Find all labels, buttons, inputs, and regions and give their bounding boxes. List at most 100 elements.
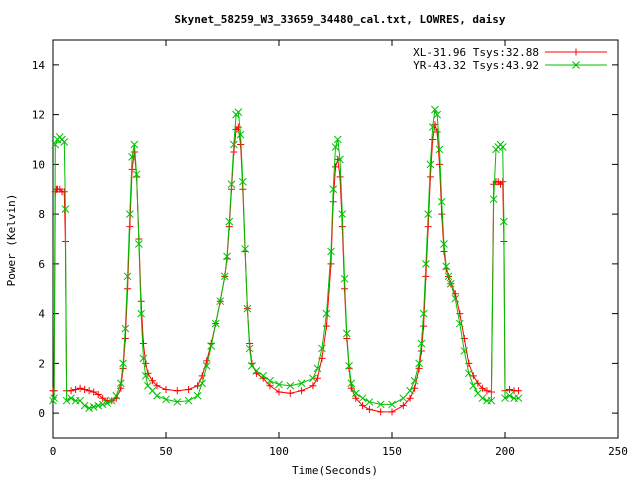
data-point (297, 379, 306, 388)
data-point (137, 309, 145, 318)
data-point (489, 195, 498, 204)
data-point (358, 394, 367, 403)
legend-label: YR-43.32 Tsys:43.92 (413, 59, 539, 72)
data-point (420, 322, 428, 330)
data-point (410, 376, 419, 385)
data-point (498, 143, 507, 151)
data-point (266, 382, 274, 390)
data-point (456, 310, 464, 318)
y-tick-label: 6 (38, 258, 45, 271)
data-point (103, 399, 112, 408)
data-point (67, 394, 75, 403)
data-point (234, 108, 243, 116)
data-point (483, 387, 491, 395)
data-point (220, 272, 229, 281)
data-point (388, 408, 396, 416)
data-point (340, 274, 349, 283)
data-point (345, 362, 353, 370)
data-point (327, 260, 335, 268)
data-point (198, 379, 207, 388)
series-1 (49, 121, 523, 416)
data-point (162, 395, 170, 404)
data-point (424, 210, 433, 218)
data-point (94, 390, 102, 398)
data-point (428, 123, 437, 131)
data-point (336, 173, 344, 181)
data-point (162, 385, 170, 393)
data-point (173, 387, 181, 395)
x-tick-label: 100 (269, 445, 289, 458)
data-point (451, 294, 460, 303)
data-point (417, 347, 425, 355)
data-point (117, 384, 125, 392)
data-point (365, 405, 373, 413)
data-point (185, 385, 193, 393)
data-point (286, 381, 295, 390)
series-layer (49, 105, 523, 416)
data-point (500, 217, 508, 226)
x-tick-label: 250 (608, 445, 628, 458)
data-point (352, 394, 360, 402)
data-point (85, 404, 94, 413)
data-point (429, 136, 437, 143)
data-point (132, 170, 141, 179)
x-tick-label: 50 (159, 445, 172, 458)
data-point (252, 366, 261, 375)
data-point (173, 398, 182, 406)
data-point (365, 398, 374, 406)
data-point (399, 394, 408, 403)
data-point (50, 394, 58, 403)
data-point (67, 387, 75, 395)
data-point (139, 354, 148, 363)
data-point (313, 374, 321, 382)
data-point (435, 145, 444, 154)
data-point (148, 377, 156, 385)
data-point (266, 376, 274, 385)
data-point (433, 110, 442, 119)
data-point (309, 374, 317, 383)
legend-marker (572, 61, 580, 69)
data-point (135, 240, 143, 248)
data-point (80, 401, 89, 410)
data-point (51, 140, 60, 149)
data-point (359, 402, 367, 410)
data-point (478, 394, 487, 403)
data-point (440, 247, 448, 255)
data-point (119, 359, 127, 368)
data-point (243, 304, 252, 313)
data-point (203, 357, 211, 365)
data-point (506, 385, 514, 393)
data-point (193, 391, 202, 400)
data-point (464, 369, 473, 378)
data-point (236, 130, 245, 139)
data-point (121, 324, 130, 333)
data-point (332, 163, 339, 171)
data-point (94, 401, 103, 410)
data-point (286, 389, 294, 397)
data-point (446, 279, 455, 288)
y-axis: 0 2 4 6 8 10 12 14 (32, 59, 618, 420)
data-point (123, 272, 132, 281)
data-point (81, 385, 89, 393)
y-tick-label: 14 (32, 59, 46, 72)
data-point (89, 403, 98, 411)
data-point (322, 322, 330, 330)
data-point (60, 138, 69, 146)
data-point (442, 262, 451, 271)
series-2 (49, 105, 523, 413)
data-point (336, 155, 344, 164)
data-point (259, 371, 268, 380)
data-point (331, 143, 340, 151)
data-point (227, 180, 236, 189)
data-point (125, 210, 134, 218)
data-point (298, 387, 306, 395)
data-point (460, 347, 469, 355)
legend-marker (572, 48, 580, 56)
legend-label: XL-31.96 Tsys:32.88 (413, 46, 539, 59)
data-point (245, 344, 254, 353)
data-point (229, 140, 238, 149)
data-point (515, 387, 523, 395)
data-point (90, 388, 98, 396)
data-point (514, 394, 523, 403)
